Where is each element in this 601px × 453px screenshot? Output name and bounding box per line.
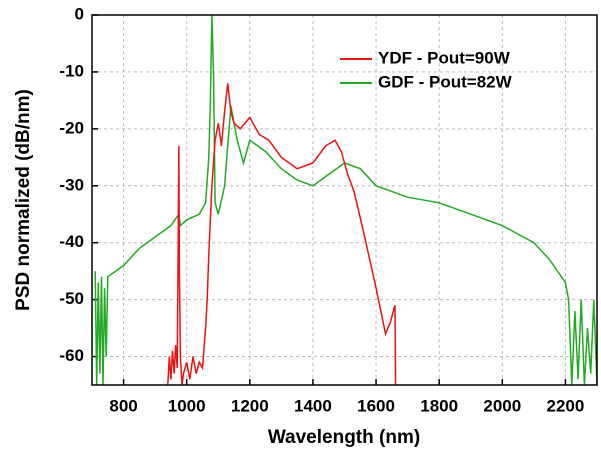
x-tick-label: 1000: [168, 396, 206, 415]
x-tick-label: 800: [109, 396, 137, 415]
y-tick-label: 0: [75, 4, 84, 23]
x-axis-label: Wavelength (nm): [268, 427, 420, 448]
x-tick-label: 1800: [420, 396, 458, 415]
legend-label: YDF - Pout=90W: [378, 48, 511, 67]
y-tick-label: -30: [59, 175, 84, 194]
y-tick-label: -60: [59, 346, 84, 365]
x-tick-label: 2200: [547, 396, 585, 415]
x-tick-label: 1600: [357, 396, 395, 415]
x-tick-label: 1400: [294, 396, 332, 415]
x-tick-label: 1200: [231, 396, 269, 415]
x-tick-label: 2000: [483, 396, 521, 415]
series-line: [94, 14, 598, 386]
plot-frame: [91, 14, 598, 386]
y-tick-label: -20: [59, 118, 84, 137]
y-tick-label: -50: [59, 289, 84, 308]
y-axis-label: PSD normalized (dB/nm): [13, 89, 34, 311]
series-line: [167, 83, 397, 386]
y-tick-label: -40: [59, 232, 84, 251]
legend-label: GDF - Pout=82W: [378, 72, 513, 91]
y-tick-label: -10: [59, 61, 84, 80]
